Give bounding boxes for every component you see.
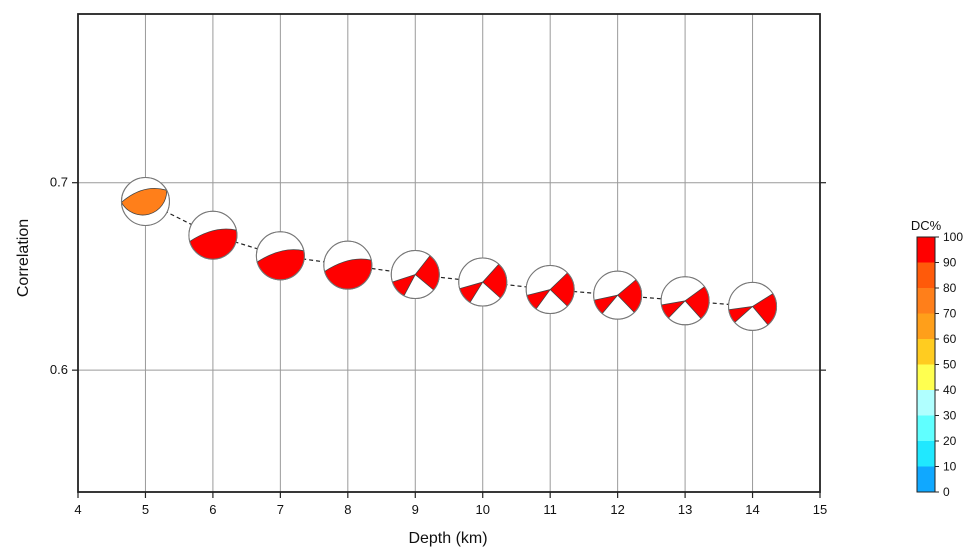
axes: 4 5 6 7 8 9 10 11 12 13 14 15 0.6 0.7 bbox=[50, 13, 827, 517]
colorbar-segment bbox=[917, 262, 935, 288]
plot-frame bbox=[77, 13, 821, 493]
beachball-rim bbox=[255, 231, 305, 281]
beachball-marker bbox=[660, 276, 710, 326]
x-tick-label: 15 bbox=[813, 502, 827, 517]
colorbar-tick-label: 10 bbox=[943, 460, 957, 474]
connector-polyline bbox=[145, 200, 753, 308]
x-axis-label: Depth (km) bbox=[408, 530, 487, 547]
colorbar-label: DC% bbox=[911, 218, 942, 233]
beachball-rim bbox=[525, 265, 575, 315]
beachball-rim bbox=[593, 270, 643, 320]
x-tick-label: 14 bbox=[745, 502, 759, 517]
colorbar-tick-label: 80 bbox=[943, 281, 957, 295]
beachball-rim bbox=[660, 276, 710, 326]
x-tick-label: 11 bbox=[543, 502, 557, 517]
beachball-marker bbox=[188, 210, 238, 260]
x-tick-label: 5 bbox=[142, 502, 149, 517]
grid bbox=[78, 14, 820, 492]
x-tick-label: 4 bbox=[74, 502, 81, 517]
beachball-rim bbox=[728, 281, 778, 331]
x-tick-label: 9 bbox=[412, 502, 419, 517]
colorbar-segment bbox=[917, 390, 935, 416]
beachball-rim bbox=[390, 250, 440, 300]
x-tick-label: 10 bbox=[475, 502, 489, 517]
colorbar-tick-label: 60 bbox=[943, 332, 957, 346]
beachball-rim bbox=[188, 210, 238, 260]
connector-line bbox=[145, 200, 753, 308]
colorbar-tick-label: 30 bbox=[943, 409, 957, 423]
colorbar-segment bbox=[917, 441, 935, 467]
colorbar-tick-label: 100 bbox=[943, 230, 963, 244]
beachball-rim bbox=[458, 257, 508, 307]
beachball-rim bbox=[323, 240, 373, 290]
colorbar-tick-label: 70 bbox=[943, 307, 957, 321]
beachball-markers bbox=[120, 176, 778, 331]
colorbar-segment bbox=[917, 339, 935, 365]
x-tick-label: 7 bbox=[277, 502, 284, 517]
beachball-marker bbox=[390, 250, 440, 300]
colorbar-tick-label: 40 bbox=[943, 383, 957, 397]
beachball-rim bbox=[120, 176, 170, 226]
beachball-marker bbox=[525, 265, 575, 315]
x-tick-label: 12 bbox=[610, 502, 624, 517]
colorbar-tick-label: 0 bbox=[943, 485, 950, 499]
beachball-marker bbox=[255, 231, 305, 281]
beachball-marker bbox=[120, 176, 170, 226]
beachball-compressional bbox=[120, 188, 168, 216]
beachball-marker bbox=[323, 240, 373, 290]
colorbar-tick-label: 90 bbox=[943, 256, 957, 270]
colorbar-segment bbox=[917, 415, 935, 441]
x-tick-label: 13 bbox=[678, 502, 692, 517]
y-tick-label: 0.6 bbox=[50, 362, 68, 377]
colorbar-segment bbox=[917, 313, 935, 339]
colorbar-tick-label: 50 bbox=[943, 358, 957, 372]
colorbar-tick-label: 20 bbox=[943, 434, 957, 448]
x-tick-label: 8 bbox=[344, 502, 351, 517]
beachball-marker bbox=[728, 281, 778, 331]
beachball-marker bbox=[593, 270, 643, 320]
y-tick-label: 0.7 bbox=[50, 175, 68, 190]
colorbar-segment bbox=[917, 288, 935, 314]
colorbar-segment bbox=[917, 237, 935, 263]
beachball-marker bbox=[458, 257, 508, 307]
colorbar-segment bbox=[917, 466, 935, 492]
y-axis-label: Correlation bbox=[15, 219, 32, 297]
x-tick-label: 6 bbox=[209, 502, 216, 517]
colorbar-segment bbox=[917, 364, 935, 390]
